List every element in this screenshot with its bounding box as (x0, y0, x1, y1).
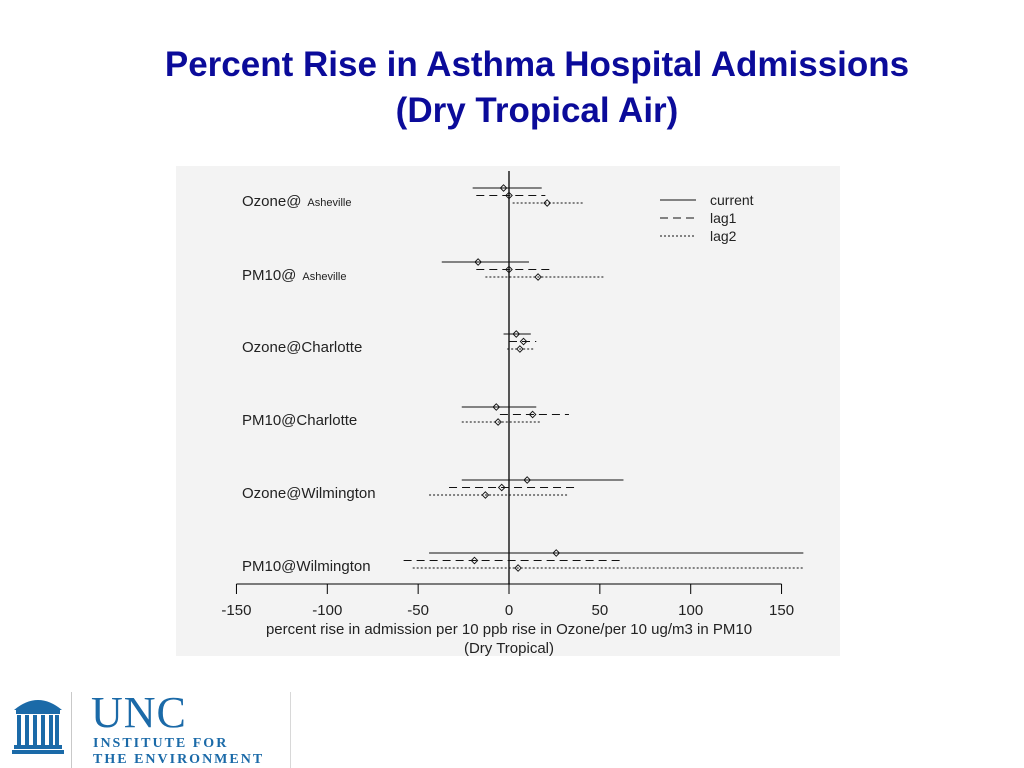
point-estimate-lag1 (528, 410, 537, 419)
row-label: PM10@Wilmington (242, 558, 371, 575)
x-tick-label: 100 (678, 602, 703, 619)
x-tick-label: 50 (592, 602, 609, 619)
forest-plot: Ozone@ Asheville PM10@ Asheville Ozone@Charl… (221, 171, 804, 656)
point-estimate-lag1 (505, 191, 513, 200)
point-estimate-current (492, 403, 501, 411)
old-well-icon (12, 700, 64, 754)
point-estimate-lag2 (481, 491, 490, 499)
row-label: Ozone@Wilmington (242, 485, 376, 502)
point-estimate-lag1 (519, 337, 528, 346)
point-estimate-lag2 (516, 345, 524, 353)
legend-label-lag1: lag1 (710, 210, 737, 226)
point-estimate-lag1 (497, 483, 506, 492)
point-estimate-lag2 (534, 273, 542, 281)
x-tick-label: 0 (505, 602, 513, 619)
point-estimate-current (512, 330, 521, 338)
x-tick-label: 150 (769, 602, 794, 619)
logo-divider-right (290, 692, 291, 768)
x-axis-label-secondary: (Dry Tropical) (464, 640, 554, 656)
logo-subtitle-line-2: THE ENVIRONMENT (93, 752, 265, 767)
point-estimate-current (523, 476, 532, 484)
row-label: Ozone@ Asheville (242, 193, 351, 210)
point-estimate-current (552, 549, 561, 557)
x-tick-label: -50 (407, 602, 429, 619)
row-label: PM10@ Asheville (242, 267, 346, 284)
point-estimate-lag2 (514, 564, 522, 572)
point-estimate-lag1 (470, 556, 479, 565)
chart-panel: Ozone@ Asheville PM10@ Asheville Ozone@Charl… (176, 166, 840, 656)
x-tick-label: -150 (221, 602, 251, 619)
title-line-2: (Dry Tropical Air) (395, 91, 679, 130)
title-line-1: Percent Rise in Asthma Hospital Admissio… (164, 45, 910, 84)
row-label: PM10@Charlotte (242, 412, 357, 429)
point-estimate-lag1 (505, 265, 513, 274)
slide-title: Percent Rise in Asthma Hospital Admissio… (0, 42, 1024, 134)
logo-subtitle-line-1: INSTITUTE FOR (93, 736, 229, 751)
point-estimate-current (474, 258, 482, 266)
logo-divider (71, 692, 72, 768)
point-estimate-lag2 (543, 199, 551, 207)
point-estimate-current (499, 184, 508, 192)
legend-label-lag2: lag2 (710, 228, 737, 244)
logo-wordmark: UNC (91, 688, 187, 737)
row-label: Ozone@Charlotte (242, 339, 362, 356)
legend-label-current: current (710, 192, 754, 208)
x-tick-label: -100 (312, 602, 342, 619)
x-axis-label: percent rise in admission per 10 ppb ris… (266, 621, 752, 638)
point-estimate-lag2 (494, 418, 502, 426)
unc-logo (0, 688, 300, 768)
